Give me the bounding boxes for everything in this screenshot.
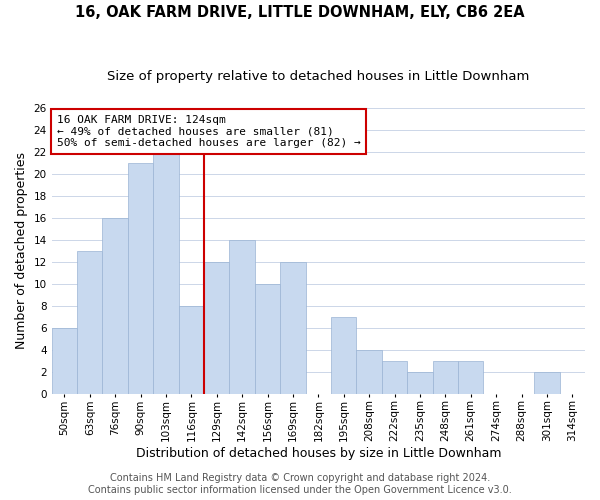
Bar (280, 262, 305, 394)
Bar (229, 240, 255, 394)
Text: 16, OAK FARM DRIVE, LITTLE DOWNHAM, ELY, CB6 2EA: 16, OAK FARM DRIVE, LITTLE DOWNHAM, ELY,… (75, 5, 525, 20)
Text: Contains HM Land Registry data © Crown copyright and database right 2024.
Contai: Contains HM Land Registry data © Crown c… (88, 474, 512, 495)
Text: 16 OAK FARM DRIVE: 124sqm
← 49% of detached houses are smaller (81)
50% of semi-: 16 OAK FARM DRIVE: 124sqm ← 49% of detac… (57, 115, 361, 148)
Bar (103, 218, 128, 394)
Bar (77, 251, 103, 394)
Bar (179, 306, 204, 394)
Bar (128, 163, 153, 394)
Bar (255, 284, 280, 394)
Bar (433, 361, 458, 394)
Title: Size of property relative to detached houses in Little Downham: Size of property relative to detached ho… (107, 70, 530, 83)
Bar (534, 372, 560, 394)
Bar (331, 317, 356, 394)
X-axis label: Distribution of detached houses by size in Little Downham: Distribution of detached houses by size … (136, 447, 501, 460)
Bar (407, 372, 433, 394)
Y-axis label: Number of detached properties: Number of detached properties (15, 152, 28, 350)
Bar (52, 328, 77, 394)
Bar (356, 350, 382, 394)
Bar (458, 361, 484, 394)
Bar (153, 152, 179, 394)
Bar (382, 361, 407, 394)
Bar (204, 262, 229, 394)
